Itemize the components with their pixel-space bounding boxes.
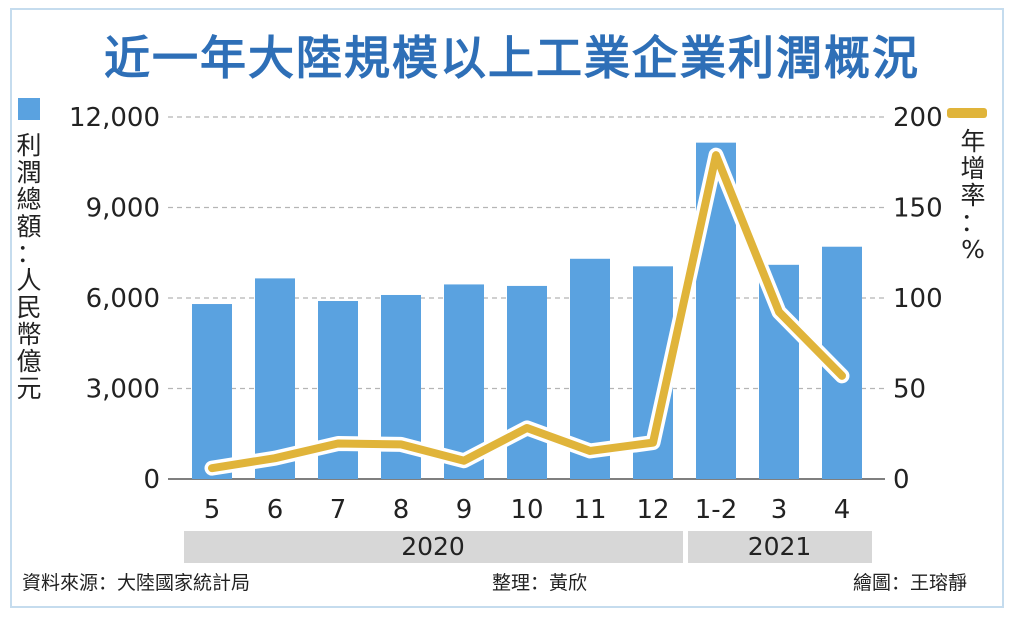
growth-point <box>274 457 276 459</box>
chart-title: 近一年大陸規模以上工業企業利潤概況 <box>104 31 920 85</box>
growth-point <box>778 311 780 313</box>
growth-point <box>337 443 339 445</box>
left-axis-label: 利潤總額：人民幣億元 <box>16 131 42 403</box>
x-tick-label: 1-2 <box>695 495 737 525</box>
year-band-2020: 2020 <box>183 531 683 563</box>
x-tick-label: 3 <box>771 495 788 525</box>
year-band-2021: 2021 <box>687 531 872 563</box>
right-tick-label: 50 <box>893 375 926 405</box>
bar <box>192 304 232 479</box>
x-tick-label: 4 <box>834 495 851 525</box>
right-tick-label: 150 <box>893 194 943 224</box>
growth-point <box>841 375 843 377</box>
growth-point <box>715 154 717 156</box>
right-tick-label: 200 <box>893 103 943 133</box>
x-tick-label: 10 <box>510 495 543 525</box>
growth-point <box>463 460 465 462</box>
x-tick-label: 9 <box>456 495 473 525</box>
legend-line-swatch <box>947 108 987 118</box>
bar <box>507 285 547 479</box>
growth-point <box>211 467 213 469</box>
right-axis-label: 年增率：% <box>960 127 986 264</box>
x-tick-label: 11 <box>573 495 606 525</box>
x-tick-label: 7 <box>330 495 347 525</box>
artist-text: 繪圖：王瑢靜 <box>853 572 968 594</box>
growth-point <box>526 427 528 429</box>
left-tick-label: 12,000 <box>69 103 160 133</box>
x-tick-label: 8 <box>393 495 410 525</box>
growth-point <box>652 442 654 444</box>
x-tick-label: 6 <box>267 495 284 525</box>
x-tick-label: 5 <box>204 495 221 525</box>
bar <box>255 278 295 479</box>
left-tick-label: 0 <box>143 465 160 495</box>
legend-bar-swatch <box>18 98 40 120</box>
editor-text: 整理：黃欣 <box>492 572 588 594</box>
left-tick-label: 9,000 <box>86 194 160 224</box>
left-tick-label: 3,000 <box>86 375 160 405</box>
right-tick-label: 0 <box>893 465 910 495</box>
source-text: 資料來源：大陸國家統計局 <box>22 572 251 594</box>
growth-point <box>400 443 402 445</box>
x-tick-label: 12 <box>636 495 669 525</box>
left-tick-label: 6,000 <box>86 284 160 314</box>
right-tick-label: 100 <box>893 284 943 314</box>
growth-point <box>589 450 591 452</box>
